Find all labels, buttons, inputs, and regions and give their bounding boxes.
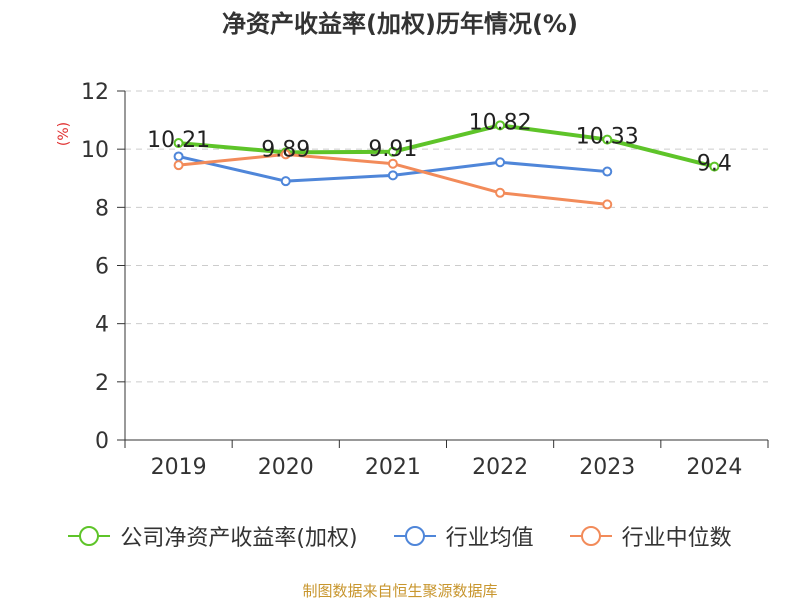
y-tick-label: 10 bbox=[81, 138, 109, 163]
data-point-1 bbox=[495, 157, 506, 168]
legend-label-company-roe: 公司净资产收益率(加权) bbox=[120, 526, 358, 551]
y-tick-label: 4 bbox=[95, 313, 109, 338]
legend-label-industry-median: 行业中位数 bbox=[621, 526, 732, 551]
data-point-0 bbox=[387, 146, 398, 157]
series-layer bbox=[173, 120, 720, 210]
chart-title: 净资产收益率(加权)历年情况(%) bbox=[222, 10, 578, 38]
data-point-1 bbox=[387, 170, 398, 181]
legend-item-industry-median[interactable]: 行业中位数 bbox=[569, 520, 732, 552]
x-tick-label: 2020 bbox=[258, 455, 314, 480]
data-point-2 bbox=[495, 187, 506, 198]
legend-swatch-industry-median bbox=[569, 526, 612, 546]
data-label: 9.91 bbox=[368, 137, 417, 162]
data-point-2 bbox=[387, 158, 398, 169]
data-point-1 bbox=[602, 166, 613, 177]
y-tick-label: 2 bbox=[95, 371, 109, 396]
data-label: 9.89 bbox=[261, 137, 310, 162]
data-label: 10.82 bbox=[469, 110, 532, 135]
legend: 公司净资产收益率(加权) 行业均值 行业中位数 bbox=[0, 520, 800, 552]
data-point-0 bbox=[709, 161, 720, 172]
data-point-2 bbox=[280, 149, 291, 160]
y-tick-label: 8 bbox=[95, 196, 109, 221]
legend-item-industry-mean[interactable]: 行业均值 bbox=[393, 520, 534, 552]
data-label: 10.21 bbox=[147, 128, 210, 153]
data-point-2 bbox=[602, 199, 613, 210]
series-line-0 bbox=[178, 123, 715, 169]
data-label: 9.4 bbox=[697, 152, 732, 177]
data-point-0 bbox=[173, 138, 184, 149]
legend-label-industry-mean: 行业均值 bbox=[445, 526, 534, 551]
data-point-1 bbox=[173, 151, 184, 162]
y-tick-label: 6 bbox=[95, 255, 109, 280]
x-tick-label: 2022 bbox=[472, 455, 528, 480]
legend-swatch-industry-mean bbox=[393, 526, 436, 546]
data-point-0 bbox=[602, 134, 613, 145]
data-label: 10.33 bbox=[576, 125, 639, 150]
legend-swatch-company-roe bbox=[68, 526, 111, 546]
data-label-layer: 10.21 9.89 9.91 10.82 10.33 9.4 bbox=[147, 110, 732, 176]
data-source: 制图数据来自恒生聚源数据库 bbox=[302, 582, 498, 600]
grid-layer bbox=[125, 90, 768, 383]
y-tick-label: 0 bbox=[95, 429, 109, 454]
data-point-0 bbox=[495, 120, 506, 131]
x-tick-label: 2019 bbox=[151, 455, 207, 480]
data-point-2 bbox=[173, 160, 184, 171]
x-tick-label: 2023 bbox=[579, 455, 635, 480]
x-tick-label: 2024 bbox=[686, 455, 742, 480]
axis-layer: 0 2 4 6 8 10 12 2019 2020 2021 2022 2023 2024 bbox=[81, 80, 769, 480]
x-tick-label: 2021 bbox=[365, 455, 421, 480]
legend-item-company-roe[interactable]: 公司净资产收益率(加权) bbox=[68, 520, 358, 552]
y-tick-label: 12 bbox=[81, 80, 109, 105]
data-point-1 bbox=[280, 176, 291, 187]
